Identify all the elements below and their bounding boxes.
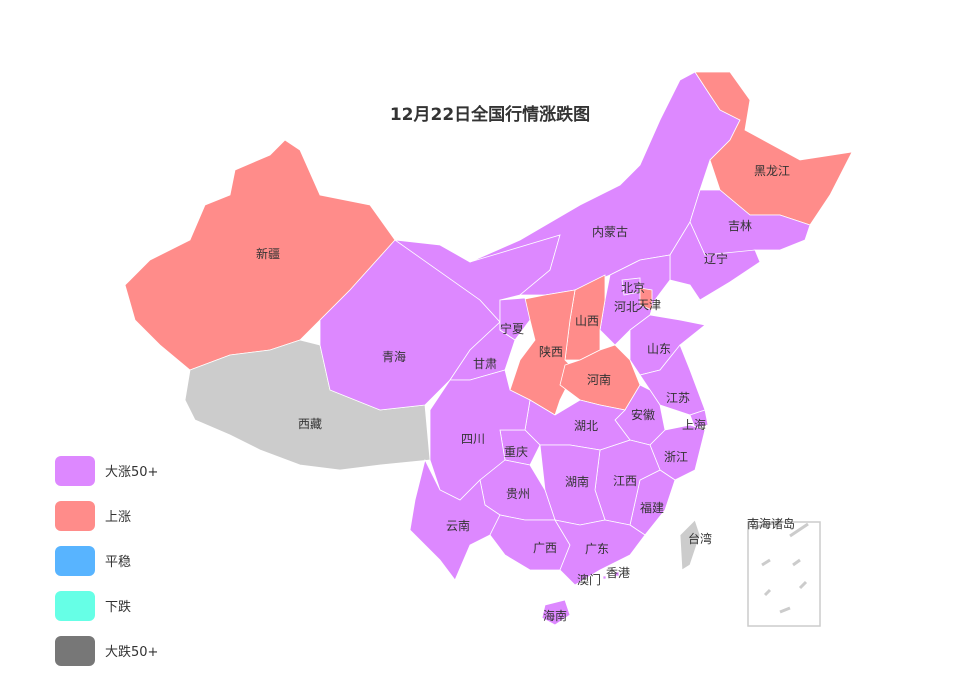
legend-label: 上涨 xyxy=(105,510,132,525)
legend: 大涨50+ 上涨 平稳 下跌 大跌50+ xyxy=(55,448,158,673)
legend-label: 大涨50+ xyxy=(105,465,159,480)
legend-label: 大跌50+ xyxy=(105,645,159,660)
island-dash xyxy=(763,588,772,597)
legend-label: 平稳 xyxy=(105,555,132,570)
province-32[interactable] xyxy=(614,571,620,577)
legend-item-big-rise[interactable]: 大涨50+ xyxy=(55,448,158,493)
legend-label: 下跌 xyxy=(105,600,132,615)
province-22[interactable] xyxy=(524,399,631,451)
legend-swatch xyxy=(55,635,95,666)
legend-item-big-fall[interactable]: 大跌50+ xyxy=(55,628,158,673)
island-dash xyxy=(792,558,801,567)
legend-item-flat[interactable]: 平稳 xyxy=(55,538,158,583)
province-31[interactable] xyxy=(679,519,701,571)
province-18[interactable] xyxy=(689,409,709,429)
south-china-sea-inset xyxy=(747,521,821,627)
legend-swatch xyxy=(55,545,95,576)
province-29[interactable] xyxy=(554,519,646,586)
island-dash xyxy=(798,580,808,590)
legend-swatch xyxy=(55,500,95,531)
province-33[interactable] xyxy=(602,575,607,580)
province-12[interactable] xyxy=(509,289,576,416)
legend-item-rise[interactable]: 上涨 xyxy=(55,493,158,538)
legend-swatch xyxy=(55,590,95,621)
legend-swatch xyxy=(55,455,95,486)
chart-title: 12月22日全国行情涨跌图 xyxy=(389,105,591,125)
province-13[interactable] xyxy=(499,297,531,341)
island-dash xyxy=(779,606,791,614)
province-30[interactable] xyxy=(541,599,571,626)
island-dash xyxy=(761,558,771,567)
province-9[interactable] xyxy=(621,277,641,296)
island-dash xyxy=(751,520,779,530)
island-dash xyxy=(789,522,809,538)
province-10[interactable] xyxy=(639,287,653,311)
legend-item-fall[interactable]: 下跌 xyxy=(55,583,158,628)
